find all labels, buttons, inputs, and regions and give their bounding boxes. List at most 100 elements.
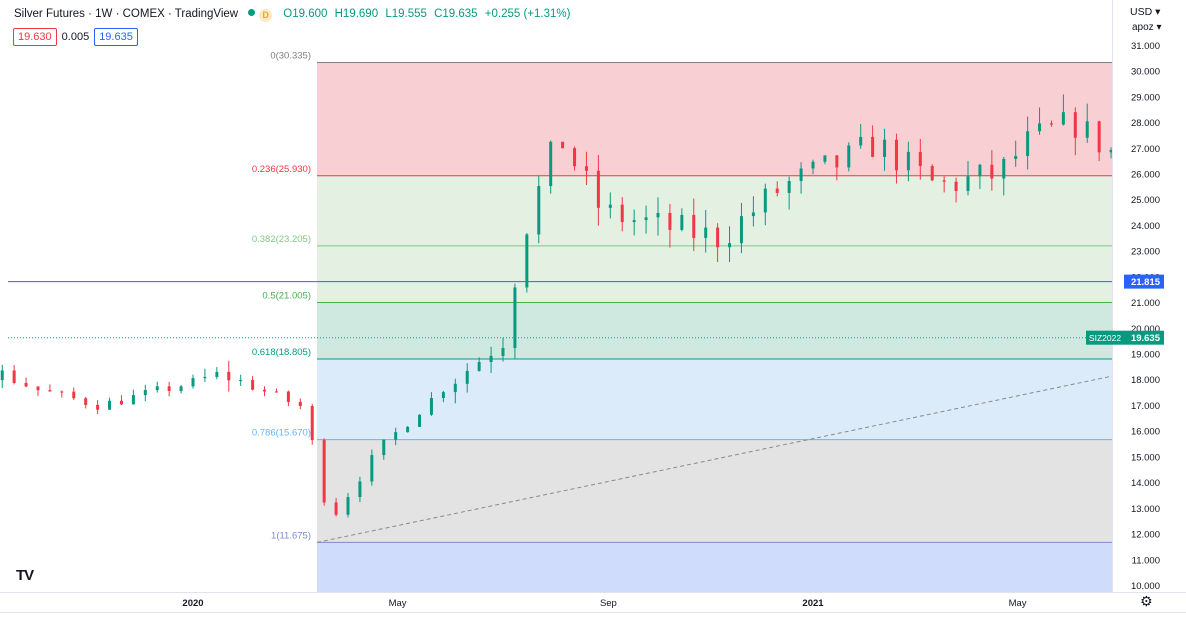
fib-level-label: 0(30.335) (270, 50, 311, 61)
y-tick-label: 27.000 (1131, 144, 1160, 155)
candle-body (370, 455, 374, 482)
candle-body (1085, 121, 1089, 138)
candle-body (36, 386, 40, 391)
candle-body (429, 397, 433, 415)
candle-body (108, 400, 112, 410)
candle-body (215, 371, 219, 377)
candle-body (358, 481, 362, 498)
tradingview-logo[interactable]: TV (16, 567, 34, 584)
candle-body (1097, 121, 1101, 153)
candle-body (883, 139, 887, 157)
candle-body (24, 382, 28, 387)
fib-zone (317, 542, 1186, 592)
candle-body (728, 243, 732, 248)
market-status-dot (248, 9, 256, 16)
candle-body (823, 155, 827, 162)
y-tick-label: 19.000 (1131, 350, 1160, 361)
last-price-label: 19.635 (1131, 333, 1161, 344)
time-axis-bg (0, 592, 1186, 623)
y-tick-label: 13.000 (1131, 504, 1160, 515)
candle-body (251, 380, 255, 390)
bid-price-box[interactable]: 19.630 (13, 28, 57, 46)
candle-body (239, 380, 243, 382)
spread-value: 0.005 (61, 31, 90, 43)
candle-body (692, 214, 696, 238)
y-tick-label: 31.000 (1131, 41, 1160, 52)
candle-body (1014, 155, 1018, 159)
symbol-tag-label: SIZ2022 (1089, 333, 1121, 343)
ohlc-close: C19.635 (434, 8, 478, 20)
candle-body (441, 392, 445, 398)
y-tick-label: 12.000 (1131, 530, 1160, 541)
candle-body (680, 214, 684, 230)
candle-body (1061, 112, 1065, 125)
y-tick-label: 26.000 (1131, 169, 1160, 180)
candle-body (84, 398, 88, 405)
candle-body (227, 371, 231, 381)
fib-zone (317, 359, 1186, 440)
candle-body (549, 141, 553, 187)
candle-body (96, 404, 100, 410)
fib-level-label: 0.236(25.930) (252, 164, 311, 175)
y-tick-label: 11.000 (1132, 555, 1160, 566)
candle-body (978, 164, 982, 177)
delayed-data-badge[interactable]: D (259, 9, 273, 22)
candle-body (716, 227, 720, 248)
fib-level-label: 0.786(15.670) (252, 428, 311, 439)
candle-body (406, 426, 410, 433)
candle-body (632, 220, 636, 223)
fib-level-label: 0.618(18.805) (252, 347, 311, 358)
y-tick-label: 14.000 (1131, 478, 1160, 489)
candle-body (72, 391, 76, 399)
candle-body (1109, 149, 1113, 153)
candle-body (131, 395, 135, 405)
candle-body (453, 383, 457, 393)
fib-zone (317, 439, 1186, 543)
y-tick-label: 24.000 (1131, 221, 1160, 232)
candle-body (12, 370, 16, 383)
y-tick-label: 20.000 (1131, 324, 1160, 335)
candle-body (322, 440, 326, 503)
candle-body (620, 204, 624, 223)
candle-body (835, 155, 839, 168)
candle-body (763, 188, 767, 213)
candle-body (191, 378, 195, 387)
candle-body (1049, 123, 1053, 125)
candle-body (477, 361, 481, 371)
y-tick-label: 23.000 (1131, 247, 1160, 258)
candle-body (775, 188, 779, 193)
candle-body (1038, 123, 1042, 132)
candle-body (0, 370, 4, 381)
ohlc-open: O19.600 (283, 8, 328, 20)
currency-selector[interactable]: USD ▾ (1130, 6, 1161, 18)
candle-body (465, 370, 469, 384)
candle-body (573, 148, 577, 167)
candle-body (155, 386, 159, 391)
hline-price-label: 21.815 (1131, 277, 1161, 288)
ohlc-low: L19.555 (385, 8, 427, 20)
candle-body (263, 389, 267, 392)
scale-mode-selector[interactable]: apoz ▾ (1132, 22, 1162, 33)
candle-body (48, 390, 52, 392)
candle-body (513, 287, 517, 349)
candle-body (799, 168, 803, 181)
candle-body (930, 166, 934, 181)
candle-body (871, 136, 875, 157)
fib-level-label: 1(11.675) (271, 530, 311, 541)
fib-level-label: 0.5(21.005) (262, 290, 311, 301)
bid-ask-panel: 19.630 0.005 19.635 (13, 28, 138, 46)
candle-body (310, 406, 314, 441)
candle-body (119, 400, 123, 405)
last-price-tag (1124, 330, 1164, 345)
symbol-title[interactable]: Silver Futures · 1W · COMEX · TradingVie… (14, 8, 239, 20)
ask-price-box[interactable]: 19.635 (94, 28, 138, 46)
candle-body (1073, 112, 1077, 138)
candle-body (811, 161, 815, 169)
candle-body (179, 386, 183, 391)
candle-body (704, 227, 708, 238)
candle-body (60, 391, 64, 393)
x-tick-label: 2021 (802, 598, 824, 609)
settings-gear-icon[interactable]: ⚙ (1140, 593, 1153, 609)
